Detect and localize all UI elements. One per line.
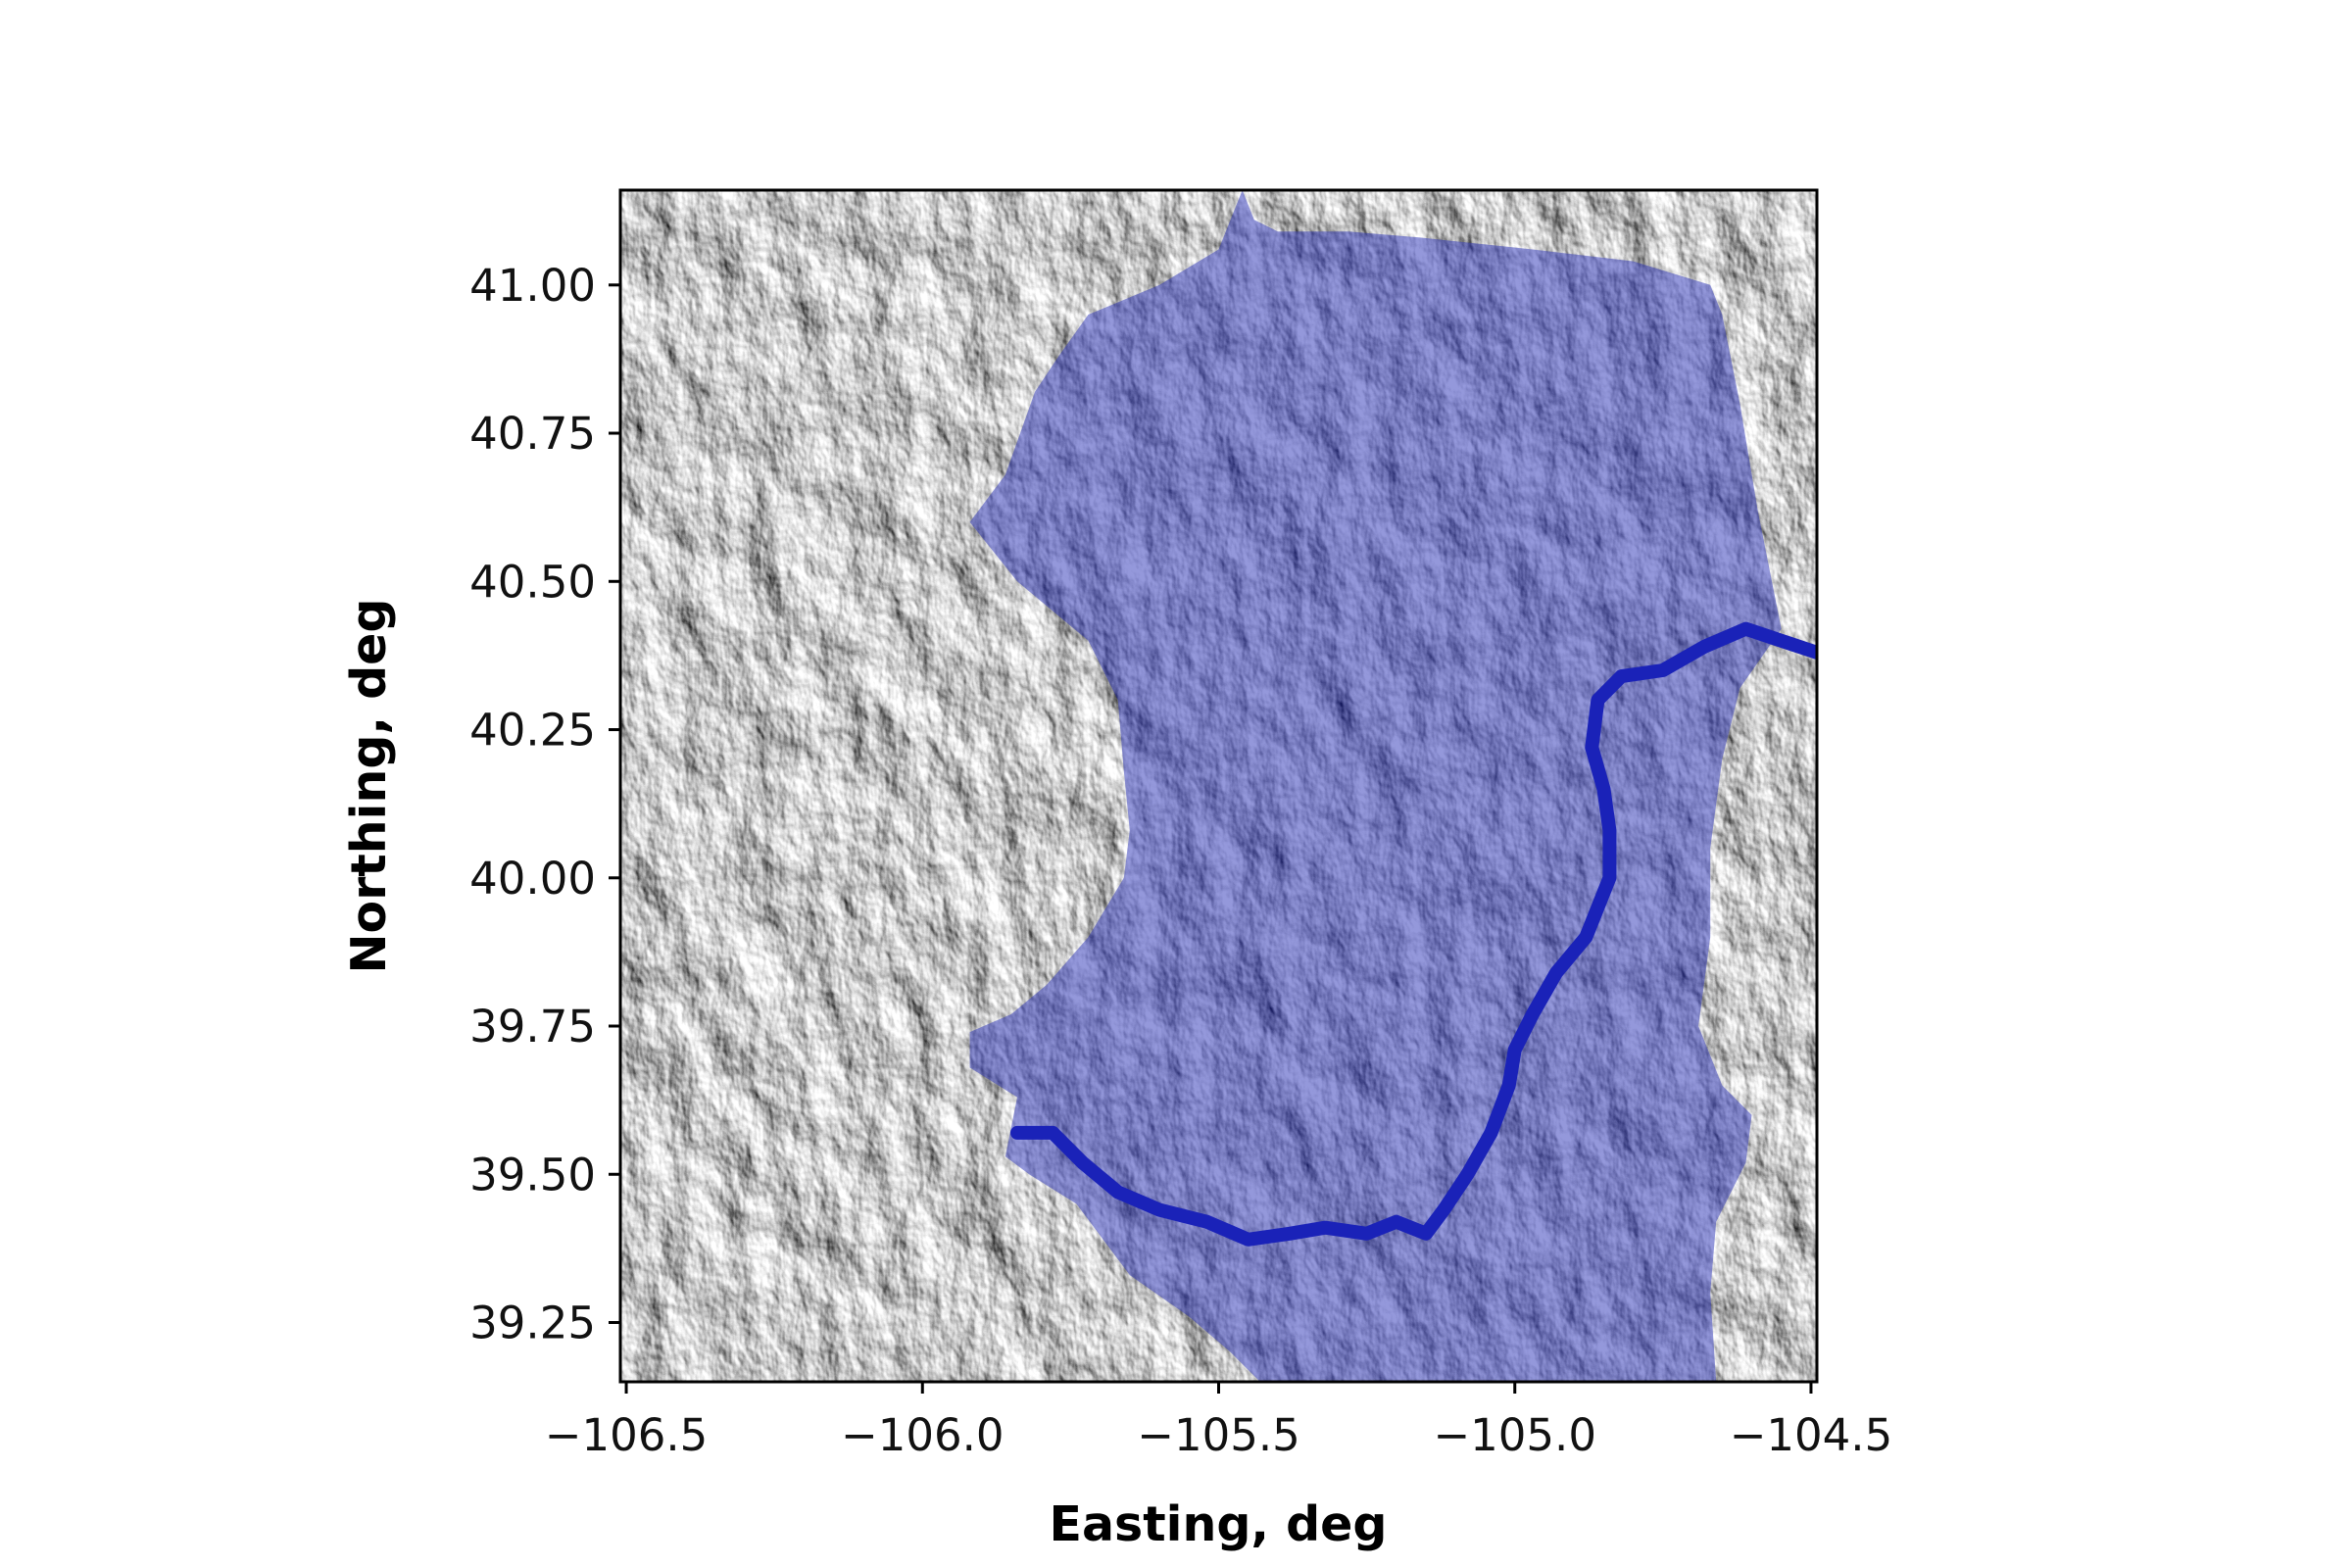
x-axis-ticks: −106.5 −106.0 −105.5 −105.0 −104.5	[545, 1382, 1892, 1461]
river-line	[1010, 621, 1817, 1247]
x-tick-label: −106.0	[841, 1409, 1004, 1461]
x-tick-label: −104.5	[1730, 1409, 1893, 1461]
plot-area	[620, 190, 1817, 1382]
y-axis-ticks: 41.00 40.75 40.50 40.25 40.00 39.75 39.50 39.25	[469, 260, 620, 1349]
y-axis-title: Northing, deg	[341, 599, 397, 974]
x-axis-title: Easting, deg	[1050, 1496, 1388, 1552]
x-tick-label: −106.5	[545, 1409, 709, 1461]
y-tick-label: 41.00	[469, 260, 596, 312]
y-tick-label: 40.25	[469, 705, 596, 757]
y-tick-label: 39.25	[469, 1298, 596, 1349]
y-tick-label: 39.75	[469, 1001, 596, 1053]
y-tick-label: 40.50	[469, 556, 596, 608]
x-tick-label: −105.0	[1433, 1409, 1596, 1461]
y-tick-label: 39.50	[469, 1149, 596, 1200]
y-tick-label: 40.00	[469, 853, 596, 905]
x-tick-label: −105.5	[1137, 1409, 1300, 1461]
basin-polygon	[969, 190, 1782, 1382]
y-tick-label: 40.75	[469, 408, 596, 460]
